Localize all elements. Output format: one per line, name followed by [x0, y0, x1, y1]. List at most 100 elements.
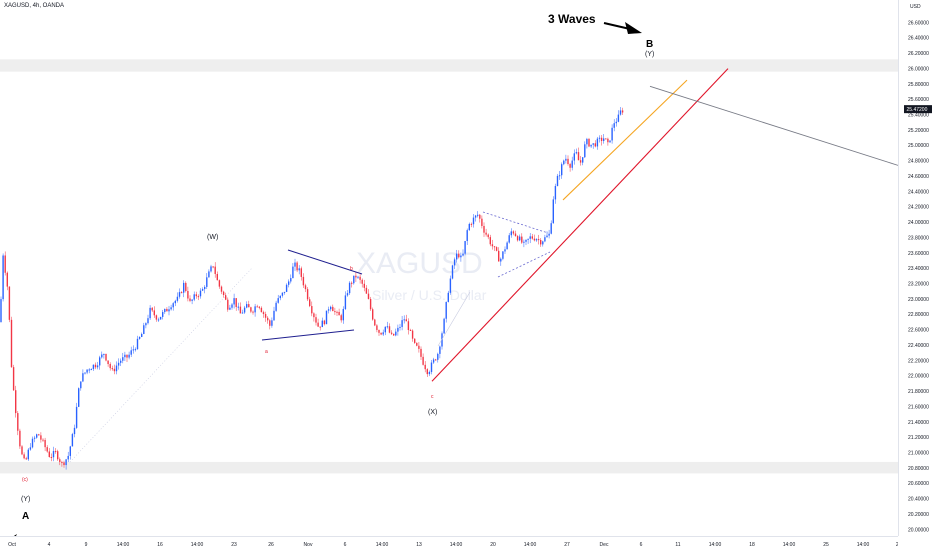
- candle-body: [571, 160, 573, 168]
- candle-body: [40, 435, 42, 440]
- candle-body: [582, 157, 584, 163]
- candle-body: [48, 451, 50, 457]
- candle-body: [357, 276, 359, 278]
- candle-body: [531, 236, 533, 239]
- candle-body: [540, 239, 542, 245]
- candle-body: [90, 369, 92, 371]
- candle-body: [92, 364, 95, 370]
- candle-body: [285, 284, 288, 292]
- candle-body: [172, 303, 174, 308]
- time-tick-label: 27: [564, 542, 570, 548]
- candle-body: [84, 372, 86, 374]
- candle-body: [481, 218, 483, 226]
- candle-body: [174, 300, 176, 304]
- price-tick-label: 22.00000: [908, 374, 929, 380]
- candle-body: [556, 175, 559, 187]
- price-tick-label: 21.00000: [908, 450, 929, 456]
- candle-body: [23, 454, 25, 459]
- candle-body: [563, 160, 565, 165]
- candle-body: [323, 320, 326, 325]
- time-tick-label: 14:00: [450, 542, 463, 548]
- candle-body: [42, 439, 44, 441]
- candle-body: [306, 289, 309, 300]
- candle-body: [124, 354, 126, 358]
- candle-body: [315, 317, 317, 323]
- price-tick-label: 21.40000: [908, 420, 929, 426]
- candle-body: [321, 320, 323, 328]
- time-tick-label: 14:00: [709, 542, 722, 548]
- candle-body: [115, 365, 118, 372]
- candle-body: [435, 359, 437, 361]
- current-price-label: 25.47200: [907, 107, 928, 113]
- time-scale[interactable]: [0, 536, 898, 551]
- price-tick-label: 24.00000: [908, 220, 929, 226]
- orange-channel-line[interactable]: [562, 79, 688, 201]
- candle-body: [533, 238, 536, 241]
- candle-body: [386, 326, 389, 328]
- candle-body: [313, 313, 315, 318]
- candle-body: [565, 158, 567, 161]
- candle-body: [361, 279, 363, 284]
- candle-body: [246, 304, 248, 308]
- candle-body: [164, 308, 166, 313]
- price-scale[interactable]: [898, 0, 932, 536]
- candle-body: [25, 458, 27, 460]
- price-tick-label: 22.80000: [908, 312, 929, 318]
- candle-body: [466, 230, 468, 242]
- lower-support-zone: [0, 461, 898, 474]
- candle-body: [426, 369, 428, 375]
- wave-x-label: (X): [428, 409, 437, 416]
- drawings-layer[interactable]: [0, 22, 899, 547]
- candle-body: [453, 259, 456, 266]
- candle-body: [267, 317, 269, 321]
- subwave-a-label: a: [265, 349, 268, 355]
- candle-body: [351, 282, 353, 284]
- candle-body: [485, 232, 487, 235]
- candle-body: [546, 235, 548, 238]
- triangle-lower-line[interactable]: [261, 329, 355, 341]
- candle-body: [537, 239, 540, 241]
- price-tick-label: 23.00000: [908, 297, 929, 303]
- time-tick-label: 6: [344, 542, 347, 548]
- candle-body: [166, 308, 168, 312]
- candle-body: [609, 140, 611, 143]
- gray-projection-line[interactable]: [649, 85, 899, 166]
- candle-body: [170, 307, 172, 310]
- candle-body: [0, 299, 2, 323]
- candle-body: [241, 312, 244, 314]
- candle-body: [491, 244, 494, 247]
- price-tick-label: 20.60000: [908, 481, 929, 487]
- candle-body: [61, 461, 63, 463]
- candle-body: [447, 292, 449, 302]
- candle-body: [248, 304, 250, 308]
- candle-body: [180, 292, 183, 294]
- small-triangle-lower-line[interactable]: [497, 251, 551, 278]
- candle-body: [283, 291, 286, 293]
- candle-body: [134, 349, 137, 351]
- candle-body: [325, 310, 328, 325]
- candle-body: [2, 255, 4, 300]
- candle-body: [294, 262, 296, 267]
- time-tick-label: 14:00: [117, 542, 130, 548]
- candle-body: [258, 306, 260, 308]
- small-triangle-upper-line[interactable]: [482, 211, 549, 234]
- subwave-b-label: b: [350, 266, 353, 272]
- candle-body: [243, 307, 246, 313]
- price-tick-label: 21.60000: [908, 404, 929, 410]
- red-channel-line[interactable]: [431, 68, 729, 382]
- candle-body: [340, 315, 342, 321]
- candle-body: [107, 360, 109, 365]
- candle-body: [126, 354, 128, 358]
- candle-body: [57, 451, 59, 460]
- candle-body: [611, 127, 613, 141]
- candle-body: [36, 434, 38, 438]
- candle-body: [600, 137, 603, 141]
- three-waves-label: 3 Waves: [548, 12, 596, 26]
- candle-body: [451, 265, 454, 279]
- candle-body: [432, 359, 435, 363]
- wave-y-lower-label: (Y): [21, 496, 30, 503]
- triangle-upper-line[interactable]: [287, 249, 363, 275]
- candle-body: [487, 234, 489, 238]
